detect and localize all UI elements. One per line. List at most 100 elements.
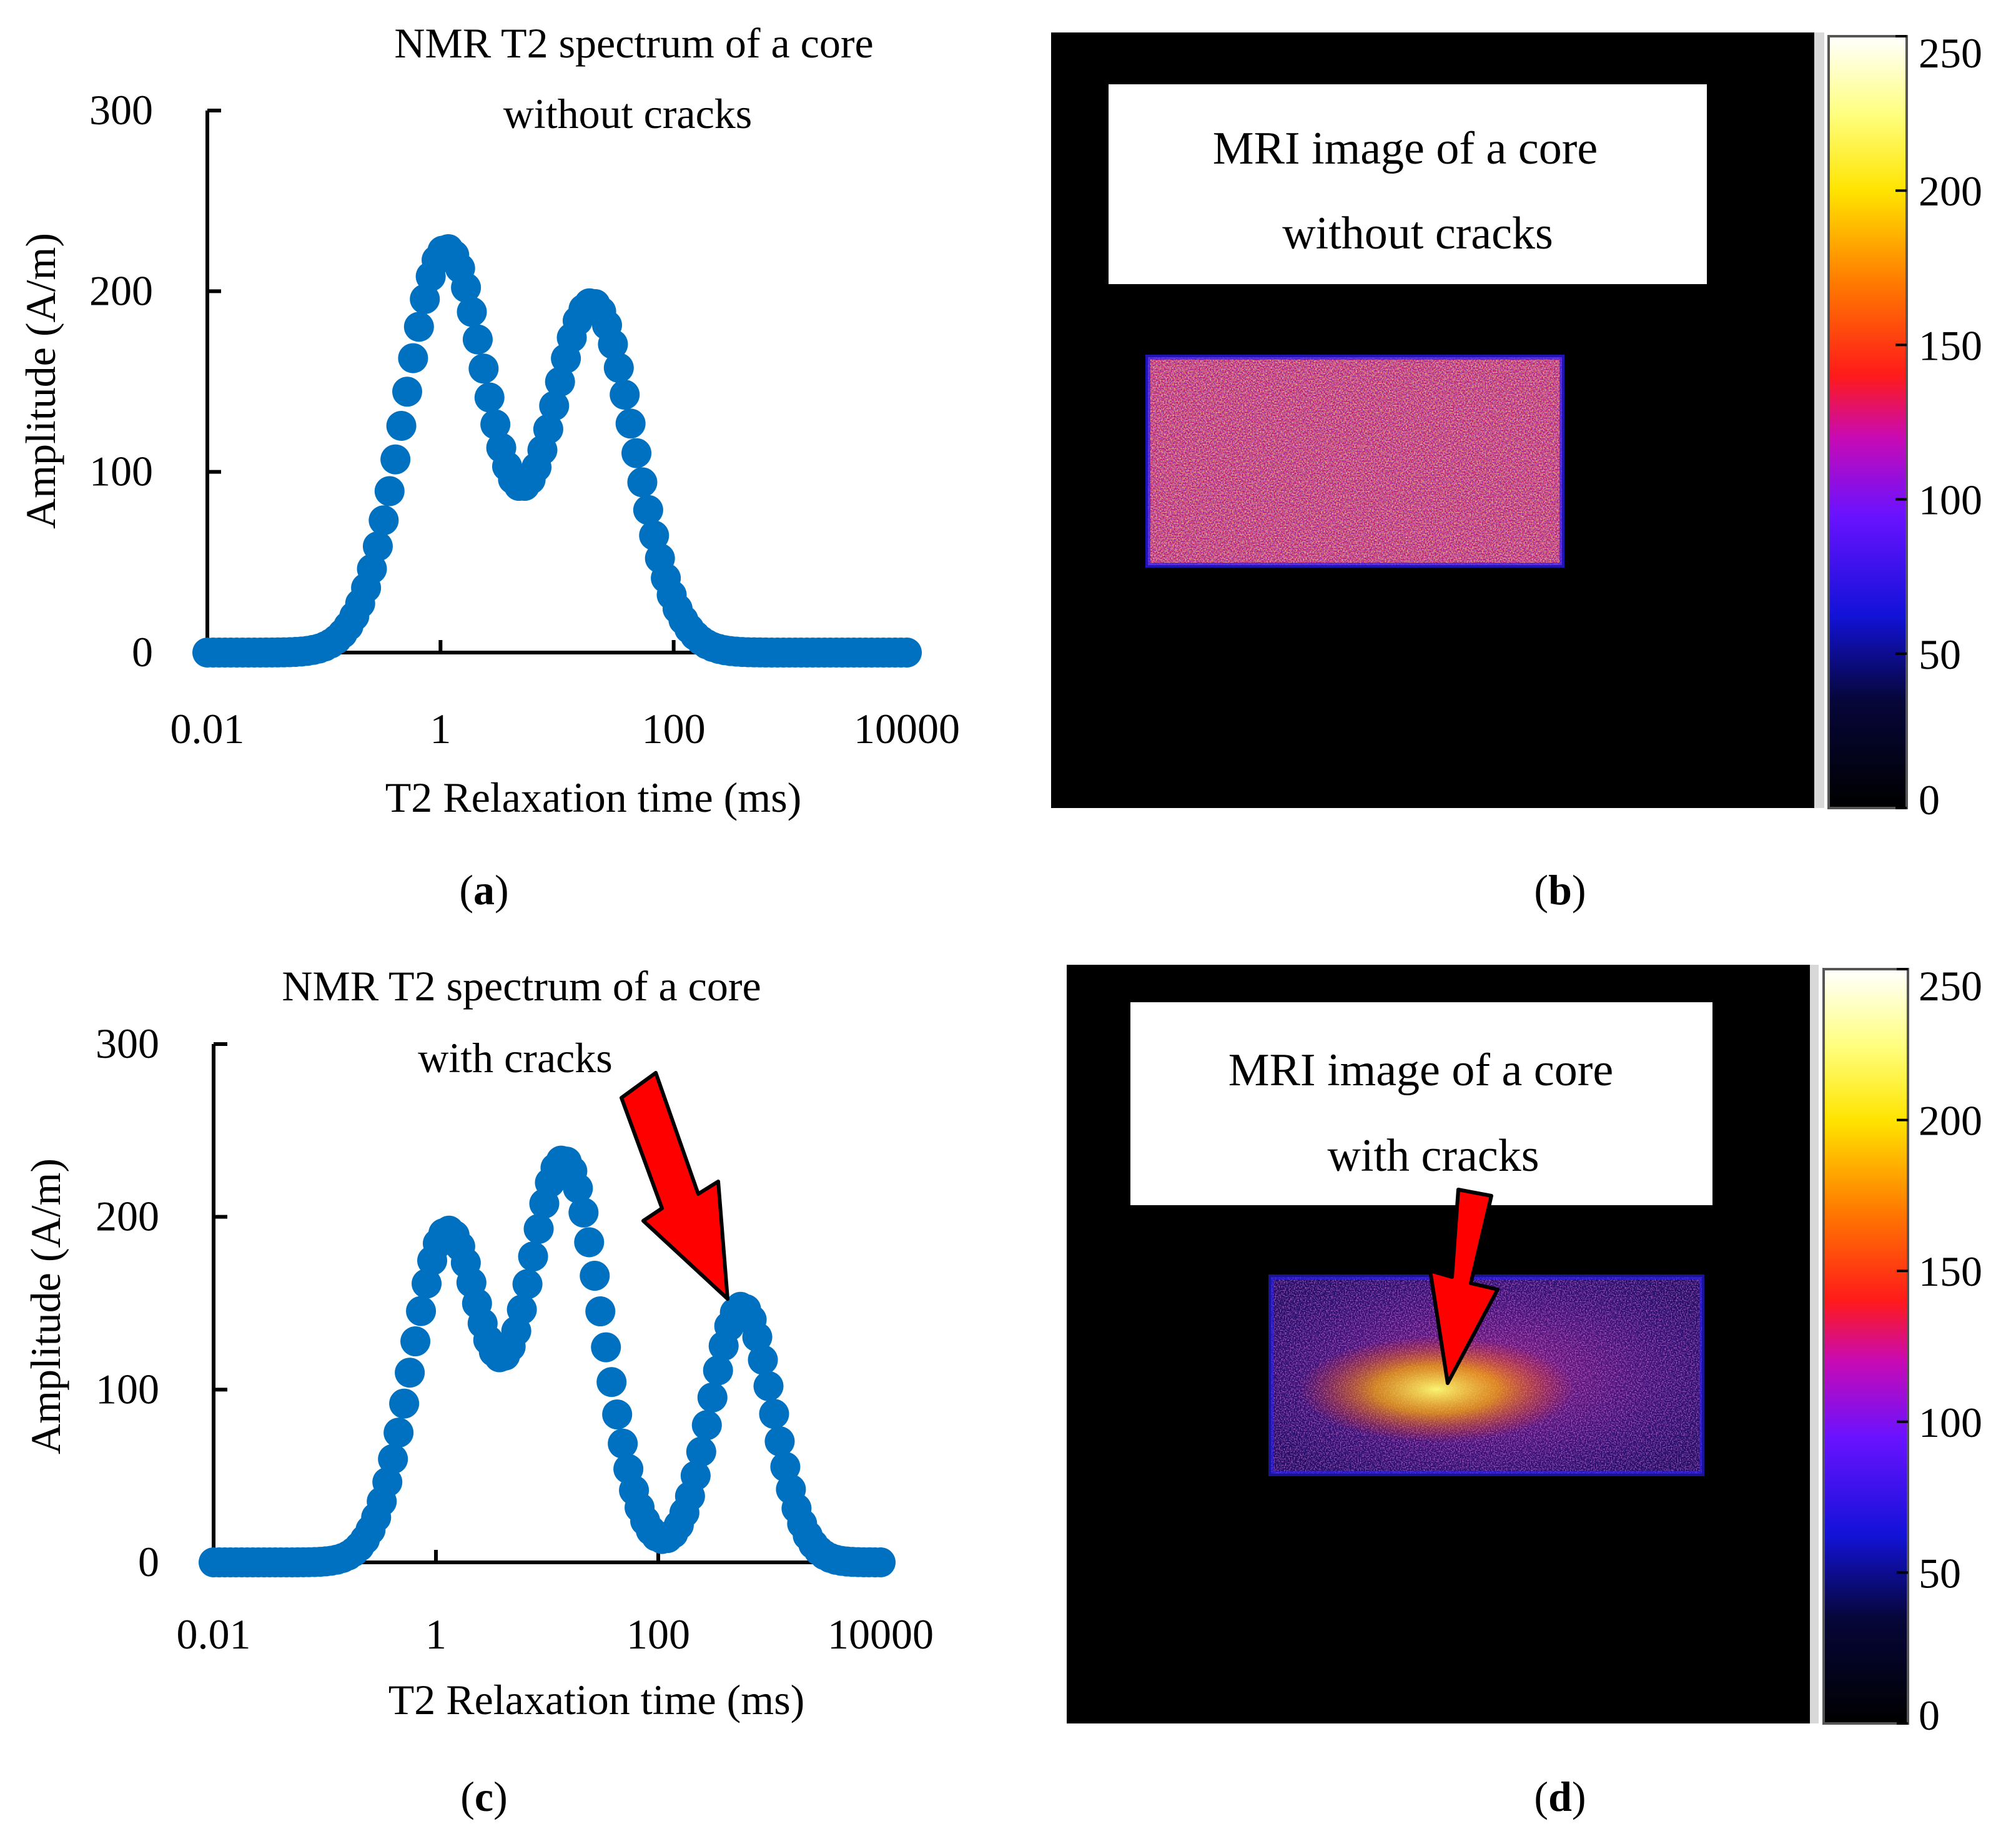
mri-d-colorbar bbox=[1822, 968, 1909, 1725]
colorbar-tick-label: 250 bbox=[1919, 29, 1982, 77]
data-point bbox=[866, 1547, 896, 1577]
colorbar-tick-label: 0 bbox=[1919, 1692, 1940, 1739]
data-point bbox=[764, 1426, 795, 1457]
colorbar-tick-label: 0 bbox=[1919, 776, 1940, 824]
x-tick-label: 100 bbox=[642, 705, 706, 752]
chart-a-title-line2: without cracks bbox=[503, 90, 752, 137]
data-point bbox=[468, 353, 499, 384]
chart-panel-c: NMR T2 spectrum of a core with cracks 0 1… bbox=[22, 962, 934, 1723]
chart-a-ylabel: Amplitude (A/m) bbox=[17, 233, 64, 529]
data-point bbox=[512, 1269, 543, 1299]
data-point bbox=[378, 1444, 408, 1474]
data-point bbox=[610, 380, 640, 410]
data-point bbox=[598, 329, 628, 360]
data-point bbox=[474, 382, 505, 413]
mri-d-colorbar-separator bbox=[1810, 965, 1819, 1723]
mri-panel-b: MRI image of a core without cracks 250 20… bbox=[1051, 29, 1982, 824]
data-point bbox=[602, 1399, 633, 1430]
y-tick-label: 300 bbox=[96, 1020, 159, 1067]
y-tick-label: 200 bbox=[96, 1193, 159, 1240]
caption-c: (c) bbox=[460, 1773, 508, 1820]
caption-d: (d) bbox=[1534, 1773, 1586, 1820]
data-point bbox=[691, 1410, 722, 1441]
colorbar-tick-label: 150 bbox=[1919, 322, 1982, 369]
data-point bbox=[568, 1197, 599, 1228]
mri-panel-d: MRI image of a core with cracks 250 200 15… bbox=[1067, 962, 1982, 1739]
data-point bbox=[357, 553, 387, 584]
x-tick-label: 0.01 bbox=[177, 1610, 251, 1658]
y-tick-label: 100 bbox=[89, 448, 153, 495]
data-point bbox=[621, 438, 652, 468]
data-point bbox=[697, 1382, 728, 1412]
data-point bbox=[563, 1173, 593, 1203]
data-point bbox=[580, 1261, 610, 1291]
data-point bbox=[545, 367, 575, 397]
data-point bbox=[380, 444, 411, 475]
colorbar-tick-label: 100 bbox=[1919, 1399, 1982, 1446]
x-tick-label: 10000 bbox=[854, 705, 960, 752]
data-point bbox=[395, 1358, 425, 1388]
mri-d-label-line2: with cracks bbox=[1327, 1130, 1539, 1181]
chart-c-title-line2: with cracks bbox=[418, 1034, 613, 1082]
data-point bbox=[608, 1428, 638, 1459]
data-point bbox=[457, 297, 487, 327]
data-point bbox=[506, 1294, 537, 1325]
chart-a-xlabel: T2 Relaxation time (ms) bbox=[385, 774, 802, 821]
data-point bbox=[372, 1467, 403, 1497]
data-point bbox=[386, 411, 417, 441]
data-point bbox=[383, 1417, 414, 1448]
data-point bbox=[410, 283, 440, 314]
data-point bbox=[480, 409, 511, 440]
data-point bbox=[368, 505, 399, 536]
colorbar-tick-label: 50 bbox=[1919, 1549, 1961, 1597]
colorbar-tick-label: 250 bbox=[1919, 962, 1982, 1010]
data-point bbox=[770, 1451, 801, 1482]
data-point bbox=[892, 638, 922, 668]
data-point bbox=[680, 1461, 711, 1491]
data-point bbox=[374, 476, 405, 506]
data-point bbox=[585, 1296, 616, 1327]
data-point bbox=[633, 495, 663, 525]
caption-b: (b) bbox=[1534, 866, 1586, 914]
y-tick-label: 200 bbox=[89, 267, 153, 314]
data-point bbox=[392, 377, 422, 407]
data-point bbox=[603, 353, 634, 383]
caption-a: (a) bbox=[459, 866, 508, 914]
x-tick-label: 1 bbox=[425, 1610, 447, 1658]
mri-b-label-box bbox=[1109, 84, 1707, 284]
data-point bbox=[574, 1227, 605, 1258]
mri-d-label-box bbox=[1130, 1002, 1712, 1205]
y-tick-label: 0 bbox=[132, 628, 153, 676]
chart-c-title-line1: NMR T2 spectrum of a core bbox=[282, 962, 761, 1010]
x-tick-label: 1 bbox=[430, 705, 451, 752]
data-point bbox=[403, 312, 434, 342]
data-point bbox=[596, 1367, 627, 1398]
data-point bbox=[639, 520, 670, 551]
chart-a-title-line1: NMR T2 spectrum of a core bbox=[394, 19, 873, 67]
data-point bbox=[412, 1268, 442, 1299]
data-point bbox=[451, 272, 482, 303]
data-point bbox=[362, 531, 393, 561]
mri-b-label-line2: without cracks bbox=[1282, 208, 1553, 259]
data-point bbox=[753, 1371, 784, 1401]
data-point bbox=[523, 1213, 554, 1244]
mri-b-label-line1: MRI image of a core bbox=[1213, 123, 1598, 174]
mri-d-core-image bbox=[1268, 1274, 1704, 1476]
mri-d-crack-arrow bbox=[1428, 1188, 1500, 1385]
y-tick-label: 0 bbox=[138, 1538, 159, 1585]
data-point bbox=[703, 1355, 733, 1386]
data-point bbox=[518, 1241, 548, 1272]
x-tick-label: 0.01 bbox=[170, 705, 245, 752]
data-point bbox=[389, 1388, 420, 1419]
data-point bbox=[615, 408, 646, 439]
mri-b-core-image bbox=[1145, 355, 1564, 568]
data-point bbox=[539, 390, 570, 421]
data-point bbox=[748, 1344, 778, 1375]
colorbar-tick-label: 200 bbox=[1919, 1097, 1982, 1145]
data-point bbox=[759, 1399, 789, 1429]
y-tick-label: 100 bbox=[96, 1365, 159, 1412]
colorbar-tick-label: 100 bbox=[1919, 476, 1982, 524]
data-point bbox=[686, 1436, 716, 1467]
data-point bbox=[400, 1326, 431, 1357]
chart-c-ylabel: Amplitude (A/m) bbox=[22, 1158, 69, 1454]
